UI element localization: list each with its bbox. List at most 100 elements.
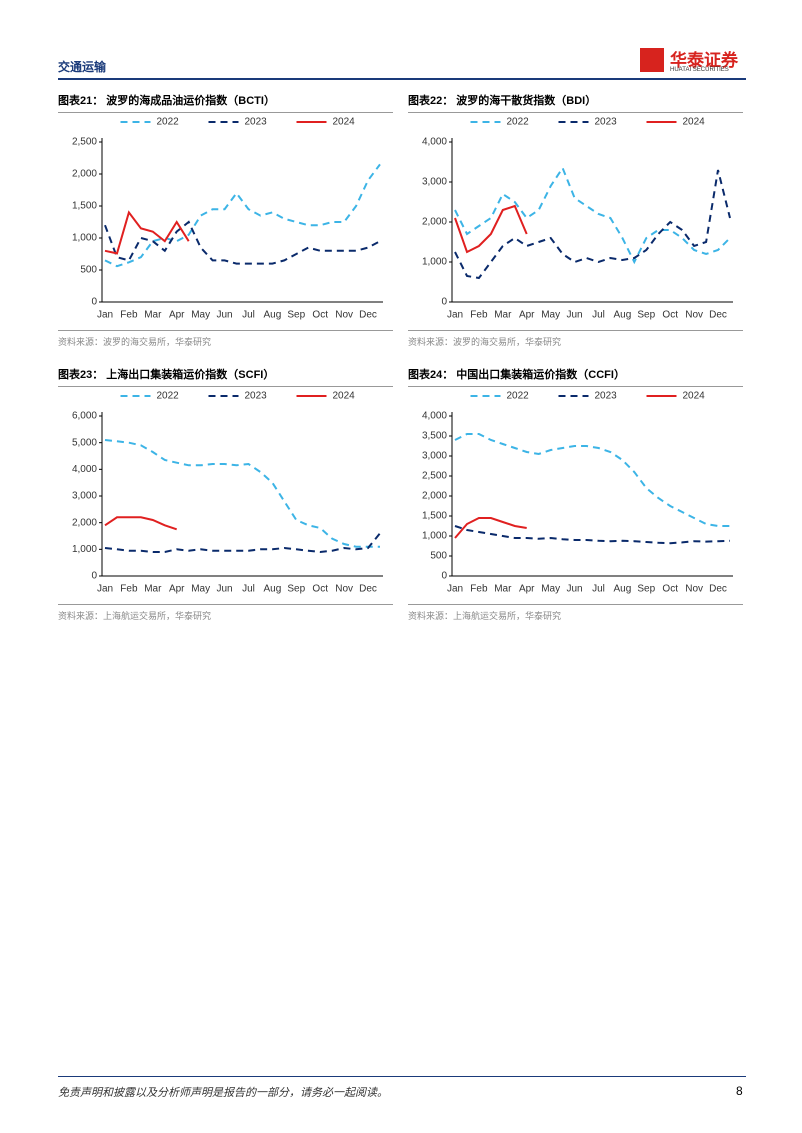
y-tick-label: 3,000 [422, 451, 447, 462]
legend-label: 2022 [157, 391, 180, 402]
series-line [104, 439, 380, 548]
x-tick-label: Feb [470, 310, 488, 321]
x-tick-label: Oct [662, 584, 678, 595]
x-tick-label: Nov [335, 310, 353, 321]
x-tick-label: Nov [685, 584, 703, 595]
series-line [104, 210, 190, 255]
y-tick-label: 2,500 [72, 137, 97, 148]
x-tick-label: Feb [120, 584, 138, 595]
x-tick-label: Jun [567, 310, 583, 321]
logo-en: HUATAI SECURITIES [670, 67, 729, 73]
x-tick-label: Jan [97, 310, 113, 321]
x-tick-label: Jul [242, 584, 255, 595]
legend-label: 2024 [683, 391, 706, 402]
x-tick-label: Dec [359, 310, 377, 321]
header-rule [58, 78, 746, 80]
figure-title: 图表23： 上海出口集装箱运价指数（SCFI） [58, 366, 393, 387]
x-tick-label: Aug [263, 584, 281, 595]
legend-label: 2023 [245, 391, 268, 402]
section-title: 交通运输 [58, 60, 107, 74]
x-tick-label: Jan [447, 310, 463, 321]
series-line [454, 165, 731, 265]
y-tick-label: 2,000 [422, 491, 447, 502]
series-line [454, 433, 730, 527]
y-tick-label: 500 [430, 551, 447, 562]
y-tick-label: 3,500 [422, 431, 447, 442]
series-line [104, 220, 381, 265]
y-tick-label: 0 [91, 571, 97, 582]
x-tick-label: Jan [447, 584, 463, 595]
y-tick-label: 6,000 [72, 411, 97, 422]
x-tick-label: Mar [144, 310, 162, 321]
x-tick-label: Apr [169, 310, 185, 321]
legend-label: 2023 [595, 117, 618, 128]
x-tick-label: Mar [494, 584, 512, 595]
x-tick-label: Oct [312, 584, 328, 595]
y-tick-label: 3,000 [422, 177, 447, 188]
legend-label: 2023 [245, 117, 268, 128]
x-tick-label: Aug [613, 310, 631, 321]
y-tick-label: 1,500 [422, 511, 447, 522]
x-tick-label: Jun [567, 584, 583, 595]
series-line [454, 525, 731, 545]
x-tick-label: Feb [120, 310, 138, 321]
figure-source: 资料来源：上海航运交易所，华泰研究 [58, 604, 393, 622]
legend-label: 2024 [333, 391, 356, 402]
x-tick-label: Mar [494, 310, 512, 321]
chart: 0 500 1,000 1,500 2,000 2,500 Jan Feb Mar Apr May J… [72, 117, 383, 321]
chart: 0 1,000 2,000 3,000 4,000 Jan Feb Mar Apr May Jun J… [422, 117, 733, 321]
x-tick-label: Sep [637, 310, 655, 321]
x-tick-label: Apr [519, 584, 535, 595]
legend-label: 2023 [595, 391, 618, 402]
x-tick-label: Sep [637, 584, 655, 595]
x-tick-label: Nov [685, 310, 703, 321]
series-line [104, 516, 178, 531]
series-line [454, 169, 731, 280]
x-tick-label: Aug [613, 584, 631, 595]
disclaimer: 免责声明和披露以及分析师声明是报告的一部分，请务必一起阅读。 [58, 1087, 388, 1099]
y-tick-label: 2,000 [72, 169, 97, 180]
figure-title: 图表22： 波罗的海干散货指数（BDI） [408, 92, 743, 113]
x-tick-label: Jan [97, 584, 113, 595]
y-tick-label: 2,000 [422, 217, 447, 228]
x-tick-label: May [191, 584, 210, 595]
y-tick-label: 1,000 [72, 544, 97, 555]
y-tick-label: 5,000 [72, 437, 97, 448]
figure-source: 资料来源：波罗的海交易所，华泰研究 [58, 330, 393, 348]
x-tick-label: Jul [592, 310, 605, 321]
x-tick-label: May [541, 310, 560, 321]
y-tick-label: 4,000 [422, 411, 447, 422]
logo-icon [640, 48, 664, 72]
figure-source: 资料来源：上海航运交易所，华泰研究 [408, 604, 743, 622]
y-tick-label: 1,000 [422, 257, 447, 268]
x-tick-label: Jul [242, 310, 255, 321]
y-tick-label: 0 [91, 297, 97, 308]
y-tick-label: 500 [80, 265, 97, 276]
y-tick-label: 0 [441, 297, 447, 308]
x-tick-label: Jun [217, 584, 233, 595]
x-tick-label: May [191, 310, 210, 321]
y-tick-label: 4,000 [72, 464, 97, 475]
chart: 0 500 1,000 1,500 2,000 2,500 3,000 3,500 4,000 J… [422, 391, 733, 595]
series-line [454, 204, 528, 254]
x-tick-label: Aug [263, 310, 281, 321]
x-tick-label: Jun [217, 310, 233, 321]
y-tick-label: 2,000 [72, 517, 97, 528]
series-line [454, 517, 527, 539]
legend-label: 2024 [333, 117, 356, 128]
x-tick-label: Sep [287, 584, 305, 595]
x-tick-label: Sep [287, 310, 305, 321]
y-tick-label: 1,000 [72, 233, 97, 244]
series-line [104, 532, 381, 554]
x-tick-label: May [541, 584, 560, 595]
x-tick-label: Jul [592, 584, 605, 595]
footer-rule [58, 1076, 746, 1077]
x-tick-label: Dec [709, 584, 727, 595]
chart: 0 1,000 2,000 3,000 4,000 5,000 6,000 Jan Feb Mar… [72, 391, 383, 595]
y-tick-label: 2,500 [422, 471, 447, 482]
x-tick-label: Feb [470, 584, 488, 595]
y-tick-label: 0 [441, 571, 447, 582]
x-tick-label: Dec [359, 584, 377, 595]
figure-title: 图表21： 波罗的海成品油运价指数（BCTI） [58, 92, 393, 113]
